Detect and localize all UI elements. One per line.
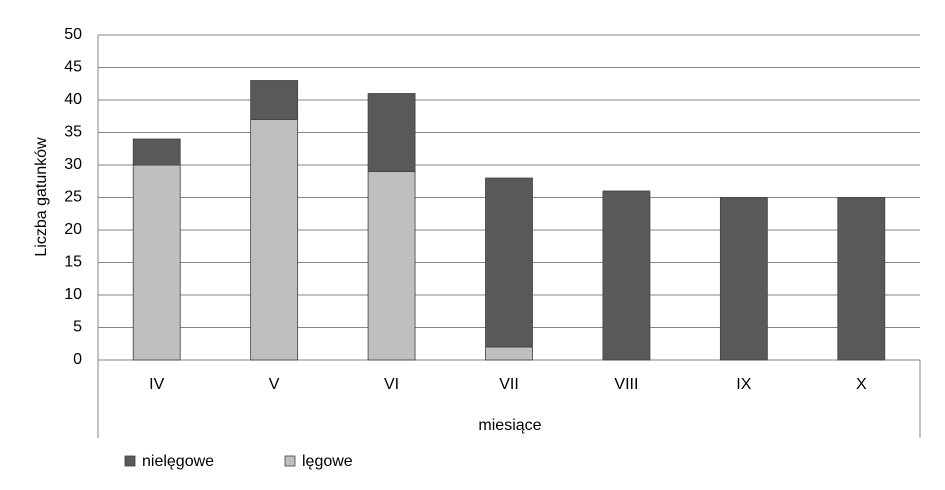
y-tick-label: 30 [64, 156, 82, 173]
bar-segment [132, 164, 181, 361]
y-tick-label: 15 [64, 254, 82, 271]
bar-segment [250, 119, 299, 361]
bar-segment [485, 346, 533, 361]
bar-segment [250, 80, 299, 120]
x-tick-label: VI [384, 376, 399, 393]
legend-swatch [124, 455, 136, 467]
bar-segment [367, 171, 416, 361]
y-tick-label: 40 [64, 91, 82, 108]
y-tick-label: 35 [64, 124, 82, 141]
x-tick-label: VIII [614, 376, 638, 393]
x-axis-title: miesiące [478, 417, 541, 434]
bar-segment [485, 177, 533, 348]
legend-swatch [284, 455, 296, 467]
bar-segment [132, 138, 181, 166]
y-tick-label: 10 [64, 286, 82, 303]
bar-segment [602, 190, 651, 361]
y-tick-label: 45 [64, 59, 82, 76]
x-tick-label: VII [499, 376, 519, 393]
y-tick-label: 50 [64, 26, 82, 43]
x-tick-label: IX [736, 376, 751, 393]
legend-label: lęgowe [302, 453, 353, 470]
bar-segment [719, 197, 768, 361]
y-tick-label: 20 [64, 221, 82, 238]
y-axis-title: Liczba gatunków [33, 137, 50, 257]
bar-segment [367, 93, 416, 172]
y-tick-label: 0 [73, 351, 82, 368]
y-tick-label: 5 [73, 319, 82, 336]
y-tick-label: 25 [64, 189, 82, 206]
legend-label: nielęgowe [142, 453, 214, 470]
bar-segment [837, 197, 886, 361]
x-tick-label: X [856, 376, 867, 393]
x-tick-label: IV [149, 376, 164, 393]
x-tick-label: V [269, 376, 280, 393]
